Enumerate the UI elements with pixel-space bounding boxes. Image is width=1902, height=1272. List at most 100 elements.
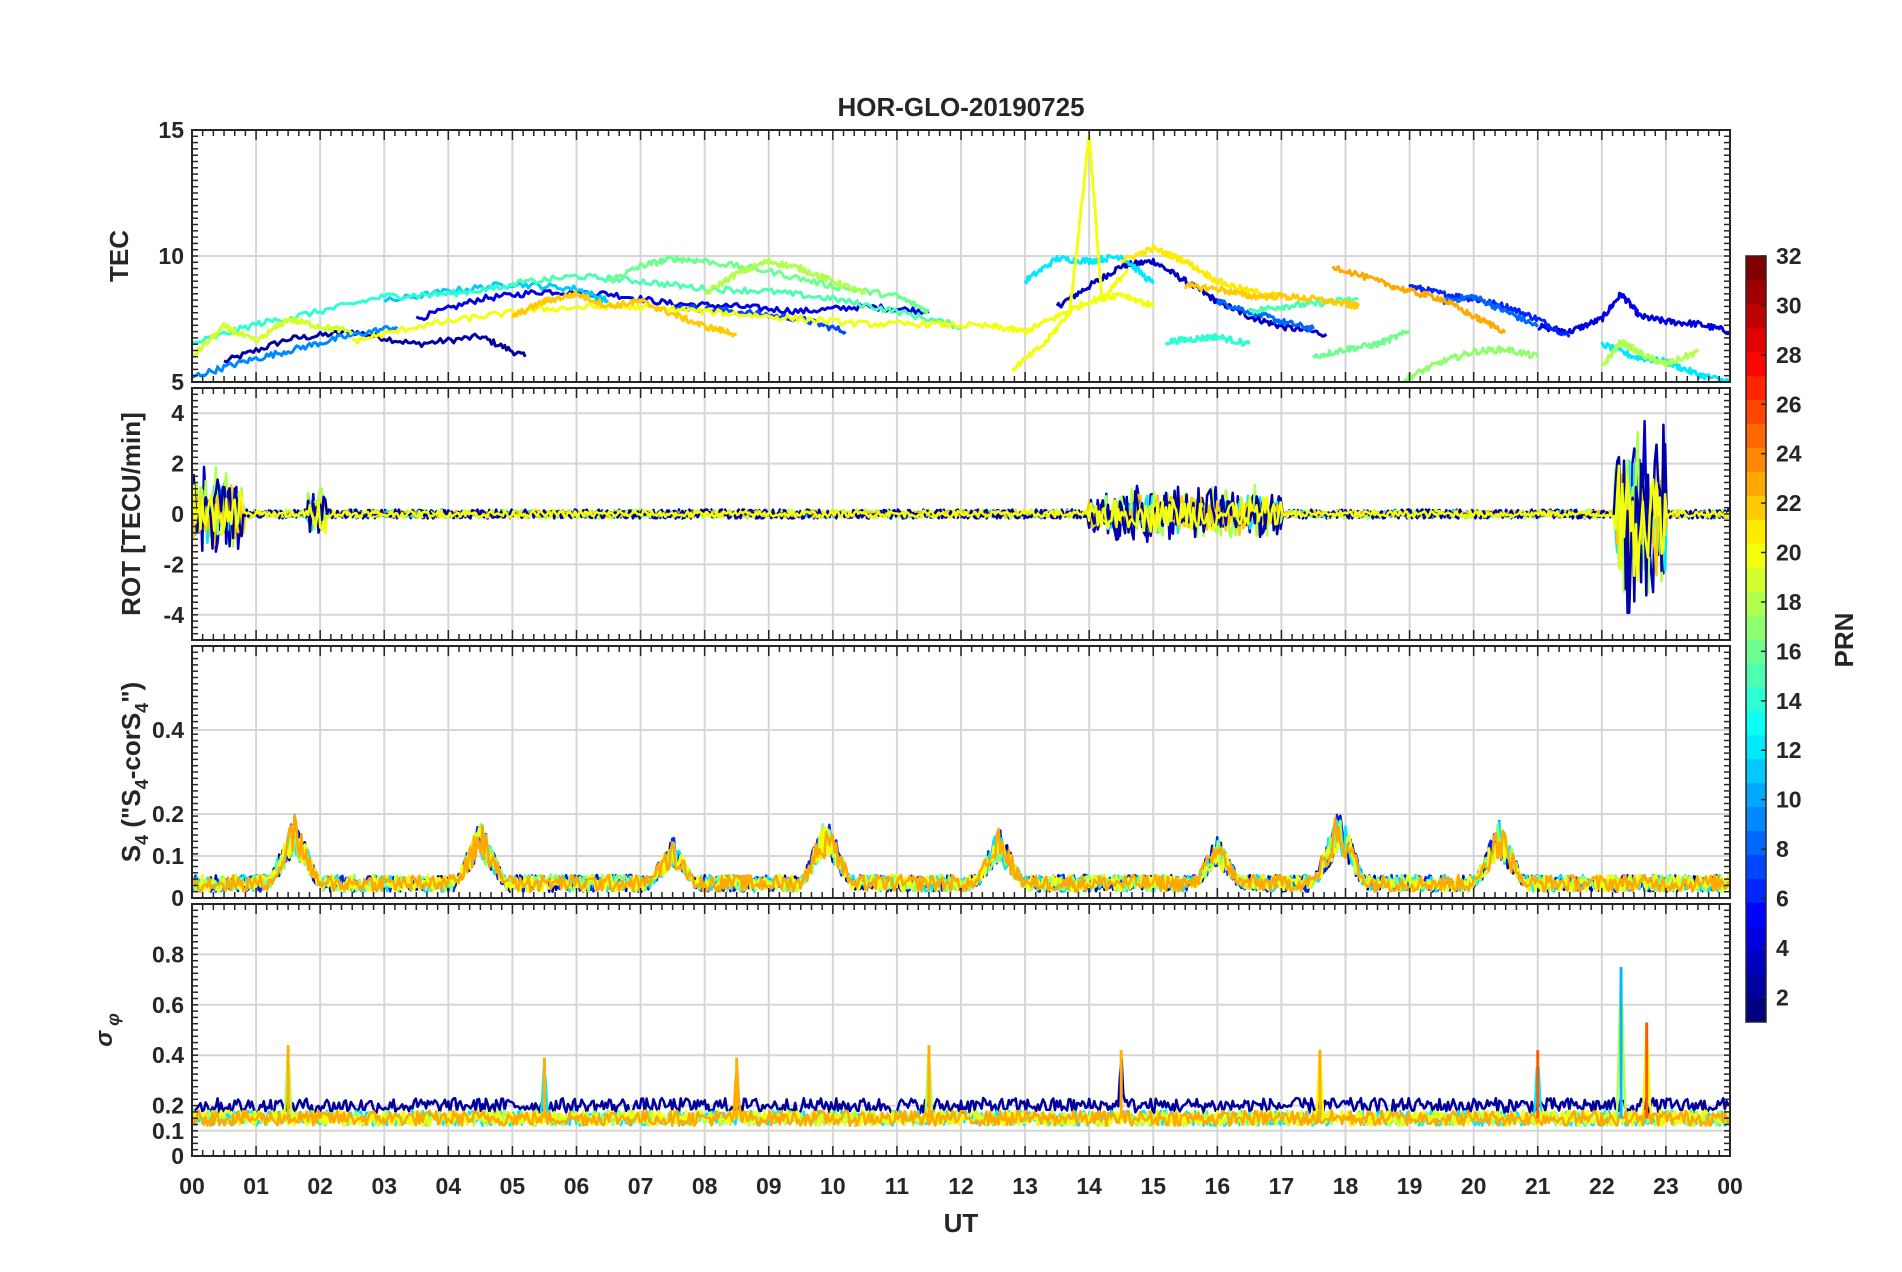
tec-frame <box>191 129 1731 383</box>
tec-series-prn-16 <box>607 255 931 315</box>
tec-series-prn-9 <box>192 324 399 379</box>
colorbar-band <box>1746 878 1766 903</box>
rot-ylabel: ROT [TECU/min] <box>116 412 146 616</box>
colorbar-band <box>1746 519 1766 544</box>
s4-series-prn-23 <box>192 814 1730 893</box>
x-tick-label: 17 <box>1269 1173 1295 1199</box>
x-tick-label: 04 <box>436 1173 462 1199</box>
colorbar-band <box>1746 854 1766 879</box>
tec-traces <box>192 134 1730 382</box>
x-tick-label: 00 <box>179 1173 205 1199</box>
sigphi-series-prn-23 <box>192 1064 1730 1127</box>
colorbar-band <box>1746 974 1766 999</box>
tec-series-prn-12 <box>1023 253 1155 285</box>
figure-title: HOR-GLO-20190725 <box>837 92 1084 122</box>
colorbar-tick-label: 32 <box>1776 243 1802 269</box>
colorbar-tick-label: 16 <box>1776 638 1802 664</box>
colorbar-tick-label: 10 <box>1776 787 1802 813</box>
x-tick-label: 05 <box>500 1173 526 1199</box>
colorbar-band <box>1746 256 1766 281</box>
colorbar-band <box>1746 351 1766 377</box>
tec-series-prn-14 <box>1164 332 1251 347</box>
colorbar-band <box>1746 615 1766 640</box>
colorbar-band <box>1746 543 1766 568</box>
tec-series-prn-15 <box>511 272 962 331</box>
s4-frame <box>191 645 1731 899</box>
colorbar-band <box>1746 926 1766 951</box>
x-tick-label: 21 <box>1525 1173 1551 1199</box>
rot-traces <box>192 419 1730 615</box>
colorbar-band <box>1746 662 1766 688</box>
x-tick-label: 23 <box>1653 1173 1679 1199</box>
colorbar-tick-label: 30 <box>1776 292 1802 318</box>
sigphi-series-prn-2 <box>192 1057 1730 1115</box>
tec-yticks: 5 10 15 <box>158 117 184 395</box>
colorbar-band <box>1746 830 1766 855</box>
sigphi-frame <box>191 903 1731 1157</box>
panel-tec: 5 10 15 TEC <box>104 117 1731 395</box>
x-tick-label: 10 <box>820 1173 846 1199</box>
colorbar-band <box>1746 782 1766 808</box>
rot-ytick-label: 4 <box>171 400 184 426</box>
tec-series-prn-22 <box>511 289 738 338</box>
tec-series-prn-17 <box>1403 345 1540 382</box>
x-tick-label: 07 <box>628 1173 654 1199</box>
tec-series-prn-18 <box>703 257 867 295</box>
x-tick-label: 15 <box>1140 1173 1166 1199</box>
rot-frame <box>191 387 1731 641</box>
tec-series-prn-6 <box>1408 283 1571 338</box>
tec-series-prn-4 <box>1537 291 1730 336</box>
x-tick-label: 01 <box>243 1173 269 1199</box>
colorbar-band <box>1746 375 1766 401</box>
panel-s4: 0 0.1 0.2 0.4 S4 ("S4-corS4") <box>116 645 1731 911</box>
colorbar-band <box>1746 686 1766 712</box>
rot-series-prn-20 <box>192 464 1730 582</box>
colorbar-tick-label: 28 <box>1776 342 1802 368</box>
x-tick-label: 02 <box>307 1173 333 1199</box>
colorbar-tick-label: 20 <box>1776 540 1802 566</box>
tec-series-prn-20 <box>1010 134 1130 373</box>
colorbar-tick-label: 6 <box>1776 885 1789 911</box>
tec-series-prn-4 <box>415 288 930 322</box>
sigphi-ytick-label: 0 <box>171 1143 184 1169</box>
tec-series-prn-20 <box>351 291 1155 345</box>
sigphi-ytick-label: 0.2 <box>152 1093 184 1119</box>
colorbar-band <box>1746 998 1766 1023</box>
panel-sigphi: 00.10.2 0.4 0.6 0.8 σ φ <box>91 903 1731 1169</box>
x-tick-label: 20 <box>1461 1173 1487 1199</box>
x-tick-label: 22 <box>1589 1173 1615 1199</box>
x-tick-label: 08 <box>692 1173 718 1199</box>
s4-ytick-label: 0.2 <box>152 801 184 827</box>
colorbar-band <box>1746 806 1766 831</box>
tec-series-prn-14 <box>192 283 514 345</box>
colorbar-band <box>1746 303 1766 329</box>
s4-ytick-label: 0 <box>171 885 184 911</box>
x-tick-label: 18 <box>1333 1173 1359 1199</box>
colorbar-tick-label: 18 <box>1776 589 1802 615</box>
colorbar-tick-label: 12 <box>1776 737 1802 763</box>
colorbar-band <box>1746 734 1766 760</box>
x-tick-label: 09 <box>756 1173 782 1199</box>
colorbar-label: PRN <box>1829 613 1859 668</box>
sigphi-ytick-label: 0.1 <box>152 1118 184 1144</box>
x-tick-label: 00 <box>1717 1173 1743 1199</box>
colorbar-tick-label: 4 <box>1776 935 1789 961</box>
colorbar-band <box>1746 327 1766 353</box>
colorbar-tick-label: 8 <box>1776 836 1789 862</box>
s4-grid <box>192 646 1730 898</box>
rot-yticks: -4 -2 0 2 4 <box>164 400 185 628</box>
colorbar-band <box>1746 423 1766 448</box>
x-tick-label: 19 <box>1397 1173 1423 1199</box>
tec-series-prn-15 <box>1248 296 1359 315</box>
colorbar-band <box>1746 399 1766 425</box>
x-tick-label: 16 <box>1205 1173 1231 1199</box>
colorbar-tick-label: 22 <box>1776 490 1802 516</box>
s4-ylabel: S4 ("S4-corS4") <box>116 682 152 862</box>
sigphi-ytick-label: 0.6 <box>152 992 184 1018</box>
x-tick-label: 11 <box>885 1173 910 1199</box>
sigphi-yticks: 00.10.2 0.4 0.6 0.8 <box>152 941 184 1169</box>
sigphi-traces <box>192 967 1730 1128</box>
s4-yticks: 0 0.1 0.2 0.4 <box>152 717 184 911</box>
